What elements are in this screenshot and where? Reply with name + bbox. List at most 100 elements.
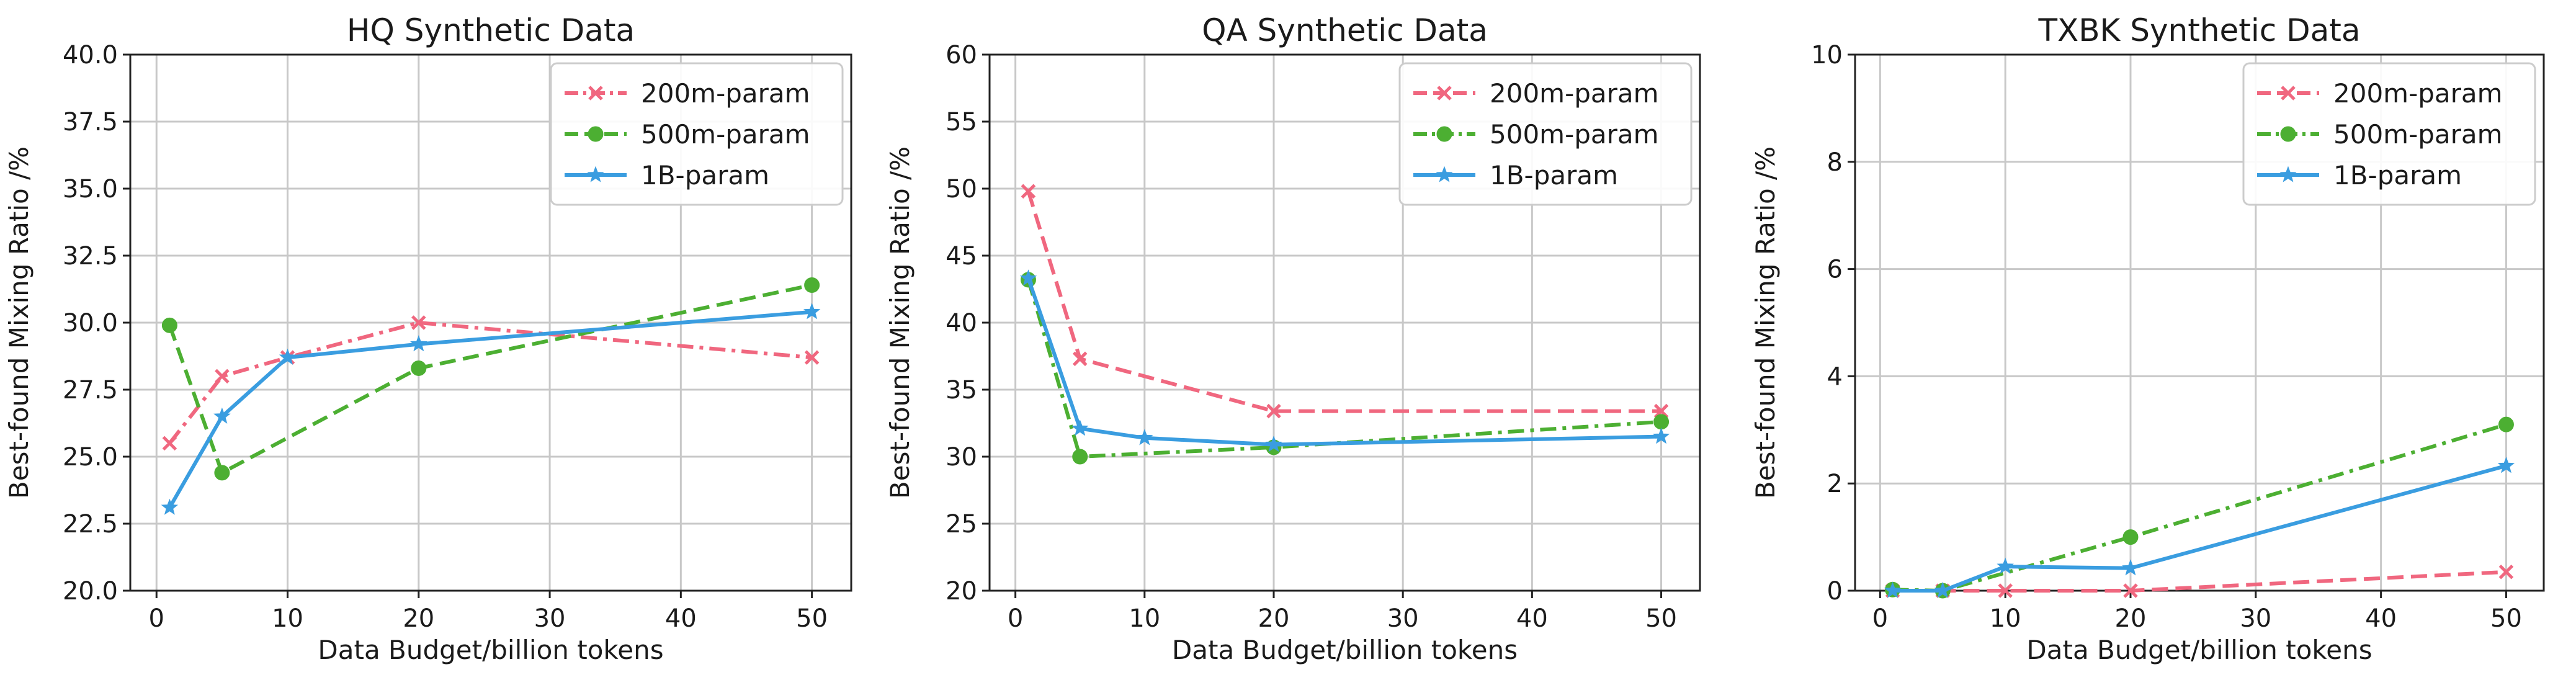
y-tick-label: 8 <box>1827 148 1843 177</box>
y-tick-label: 0 <box>1827 577 1843 606</box>
y-tick-label: 22.5 <box>63 510 118 539</box>
x-tick-label: 30 <box>1387 604 1419 633</box>
x-tick-label: 40 <box>2365 604 2397 633</box>
legend-label: 200m-param <box>1490 78 1659 109</box>
chart-panel-3: 0 10 20 30 40 50 0 2 4 6 8 10 TXBK Synthetic Data Dat… <box>1750 12 2545 665</box>
series-line <box>1892 463 2507 593</box>
chart-panel-1: 0 10 20 30 40 50 20.0 22.5 25.0 27.5 30.0 32.5 35.0 3… <box>4 12 852 665</box>
data-point <box>1021 184 1036 199</box>
y-axis-label: Best-found Mixing Ratio /% <box>4 146 34 499</box>
x-tick-label: 0 <box>1008 604 1023 633</box>
series-500m-param <box>1885 416 2514 599</box>
y-tick-label: 32.5 <box>63 242 118 271</box>
legend-marker <box>1436 126 1452 142</box>
y-axis-label: Best-found Mixing Ratio /% <box>885 146 915 499</box>
chart-panel-2: 0 10 20 30 40 50 20 25 30 35 40 45 50 55 60 QA Syntheti… <box>885 12 1701 665</box>
data-point <box>2498 416 2514 432</box>
data-point <box>2122 529 2139 545</box>
legend-marker <box>1436 166 1453 182</box>
data-point <box>1136 429 1153 445</box>
data-point <box>279 348 297 365</box>
y-tick-label: 25 <box>946 510 977 539</box>
legend: 200m-param 500m-param 1B-param <box>2242 62 2536 206</box>
legend-label: 1B-param <box>641 160 769 190</box>
data-point <box>215 369 230 384</box>
y-tick-label: 25.0 <box>63 443 118 472</box>
x-axis-label: Data Budget/billion tokens <box>1172 635 1518 665</box>
x-axis-label: Data Budget/billion tokens <box>2026 635 2372 665</box>
data-point <box>214 465 230 481</box>
legend-label: 200m-param <box>2333 78 2503 109</box>
x-tick-label: 10 <box>1129 604 1160 633</box>
legend-marker <box>588 86 603 101</box>
y-tick-label: 30.0 <box>63 309 118 338</box>
x-tick-label: 0 <box>149 604 164 633</box>
x-tick-label: 0 <box>1872 604 1888 633</box>
legend-label: 1B-param <box>1490 160 1618 190</box>
x-tick-label: 40 <box>1516 604 1548 633</box>
chart-title: TXBK Synthetic Data <box>2037 12 2360 48</box>
x-tick-label: 20 <box>1258 604 1290 633</box>
data-point <box>804 350 820 365</box>
y-tick-label: 20 <box>946 577 977 606</box>
data-point <box>161 317 177 333</box>
data-point <box>1266 403 1281 419</box>
y-tick-label: 40.0 <box>63 41 118 69</box>
data-point <box>1934 581 1951 598</box>
data-point <box>161 498 179 515</box>
data-point <box>1884 581 1902 598</box>
data-point <box>2498 564 2514 580</box>
series-200m-param <box>1021 184 1669 419</box>
data-point <box>1265 436 1282 452</box>
series-line <box>168 310 812 509</box>
y-tick-label: 35 <box>946 376 977 405</box>
legend-marker <box>588 126 604 142</box>
x-tick-label: 40 <box>665 604 697 633</box>
data-point <box>1998 583 2013 598</box>
legend-box <box>2242 62 2536 206</box>
series-1B-param <box>1019 269 1670 452</box>
data-point <box>1997 557 2014 574</box>
y-tick-label: 35.0 <box>63 175 118 204</box>
legend-marker <box>2279 166 2297 182</box>
y-tick-label: 50 <box>946 175 977 204</box>
x-tick-label: 50 <box>796 604 828 633</box>
series-1B-param <box>1884 457 2515 598</box>
x-tick-label: 50 <box>2490 604 2522 633</box>
y-axis-label: Best-found Mixing Ratio /% <box>1750 146 1781 499</box>
series-1B-param <box>161 303 821 515</box>
series-line <box>1892 423 2507 593</box>
data-point <box>1653 403 1669 419</box>
legend-label: 500m-param <box>2333 119 2503 150</box>
data-point <box>1071 419 1089 436</box>
legend-label: 500m-param <box>1490 119 1659 150</box>
x-tick-label: 20 <box>403 604 434 633</box>
data-point <box>411 360 427 376</box>
y-tick-label: 6 <box>1827 256 1843 284</box>
chart-title: QA Synthetic Data <box>1202 12 1488 48</box>
series-line <box>1026 279 1661 459</box>
data-point <box>213 407 231 424</box>
data-point <box>410 335 427 352</box>
legend-marker <box>2280 126 2296 142</box>
data-point <box>803 303 821 320</box>
y-tick-label: 20.0 <box>63 577 118 606</box>
data-point <box>804 277 820 293</box>
data-point <box>1653 414 1670 430</box>
x-tick-label: 20 <box>2115 604 2147 633</box>
y-tick-label: 30 <box>946 443 977 472</box>
x-tick-label: 30 <box>2240 604 2271 633</box>
y-tick-label: 45 <box>946 242 977 271</box>
legend: 200m-param 500m-param 1B-param <box>1398 62 1693 206</box>
data-point <box>1072 449 1088 465</box>
data-point <box>1072 351 1088 367</box>
y-tick-label: 27.5 <box>63 376 118 405</box>
chart-title: HQ Synthetic Data <box>347 12 635 48</box>
data-point <box>1652 428 1670 444</box>
data-point <box>162 436 177 451</box>
y-tick-label: 37.5 <box>63 108 118 137</box>
legend-label: 500m-param <box>641 119 810 150</box>
data-point <box>2122 559 2139 576</box>
